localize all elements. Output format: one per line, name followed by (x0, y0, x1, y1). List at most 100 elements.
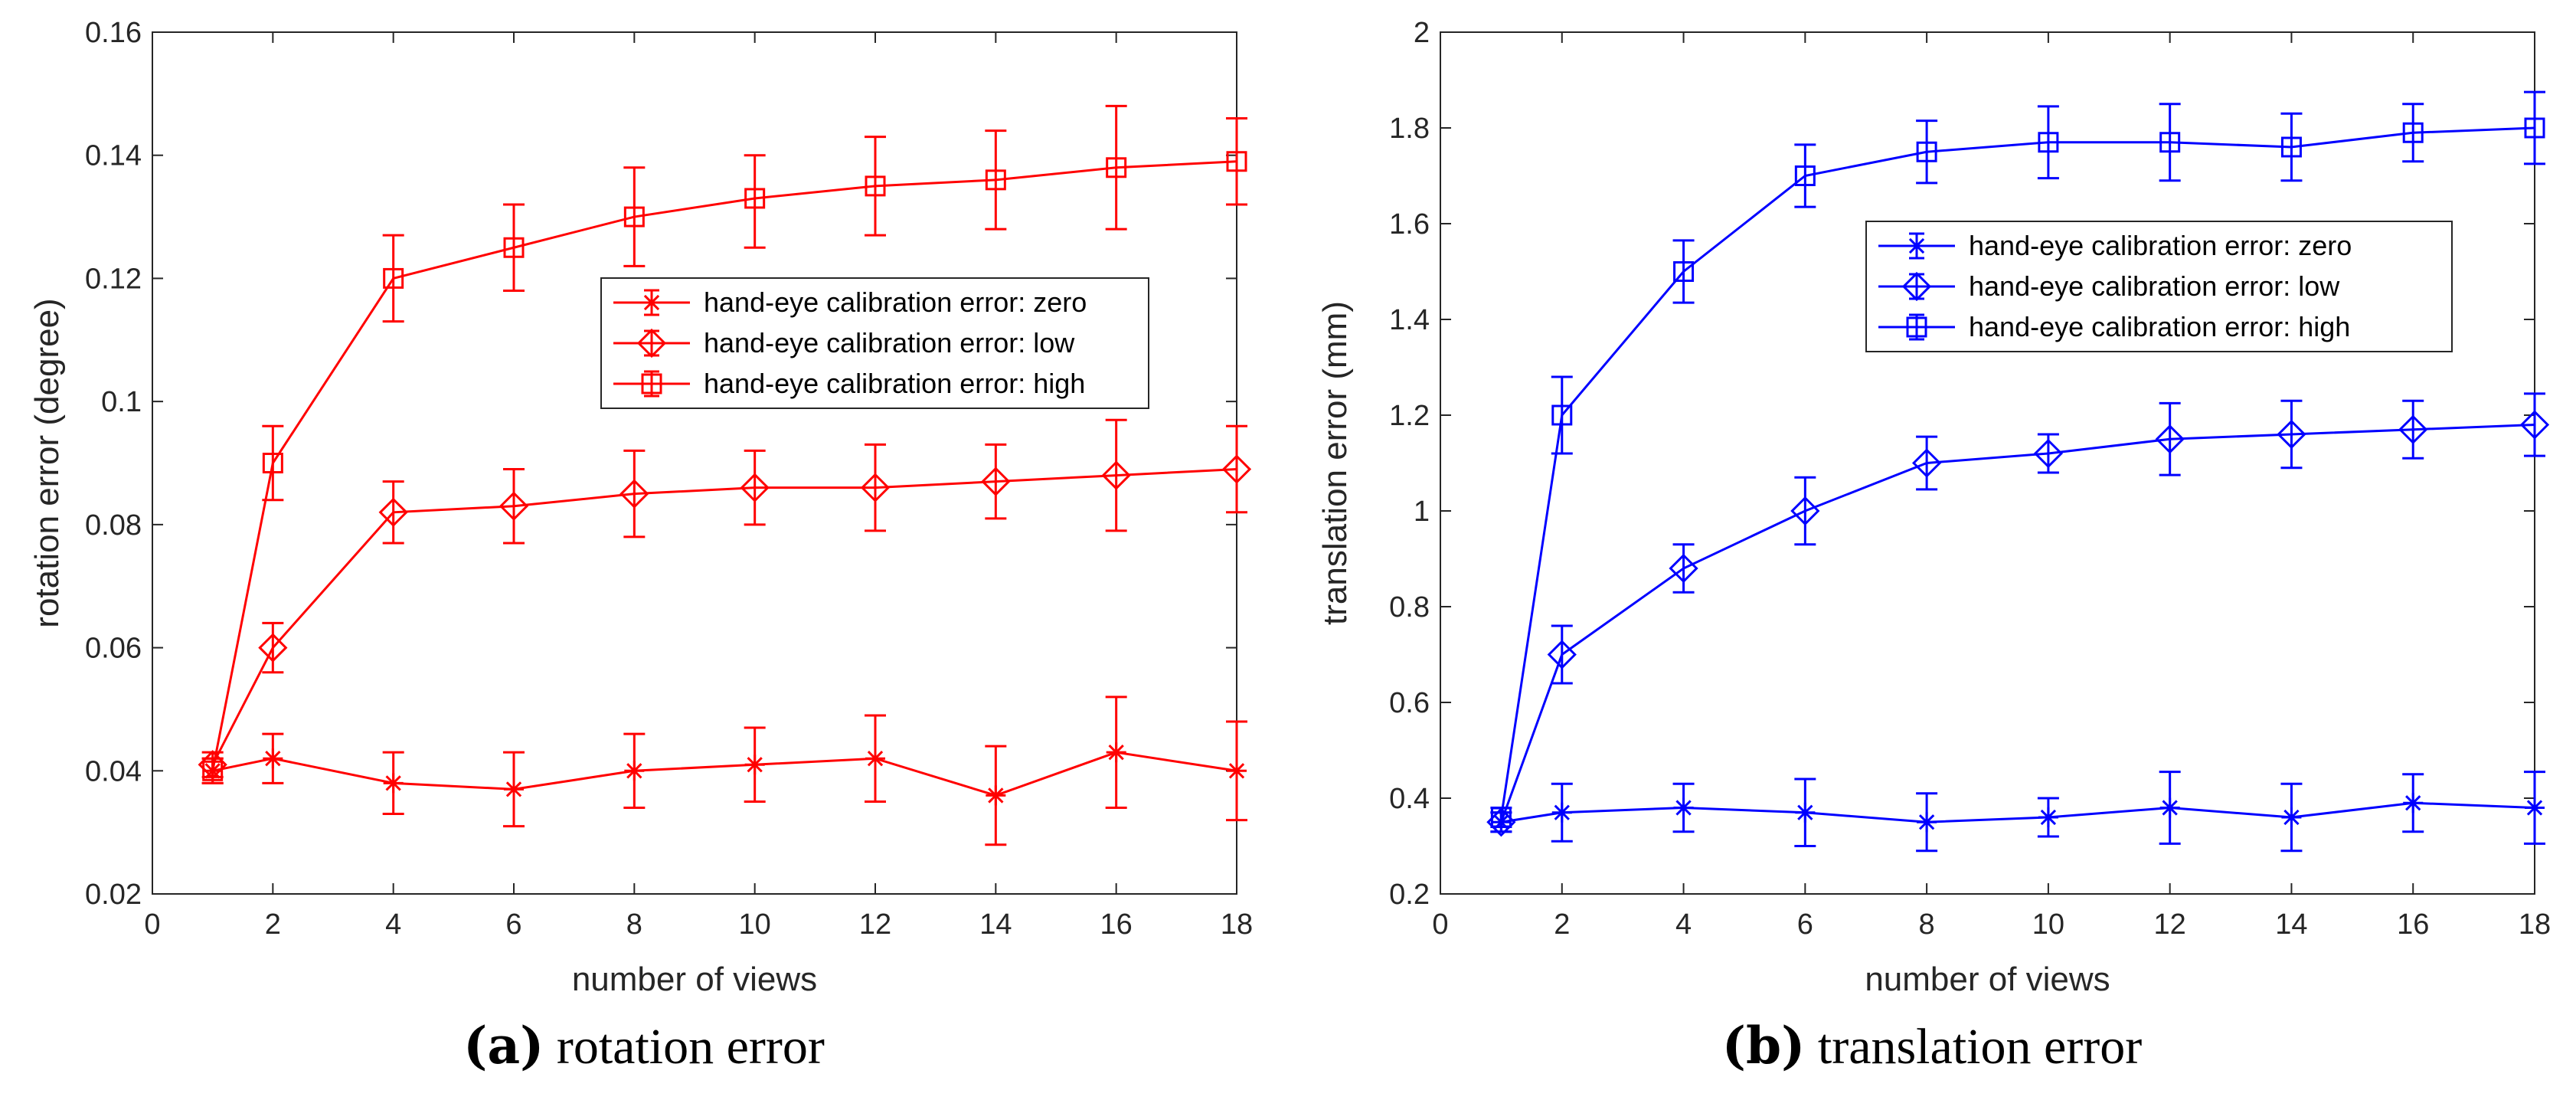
data-point-diamond (740, 473, 770, 502)
x-tick-label: 6 (1797, 908, 1813, 941)
data-point-asterisk-stroke (265, 751, 281, 767)
x-tick-label: 2 (265, 908, 281, 941)
error-bar (2280, 399, 2303, 470)
data-point-asterisk (1795, 802, 1816, 823)
data-point-diamond (981, 466, 1011, 496)
data-point-asterisk (1917, 812, 1937, 833)
series-line (1499, 424, 2535, 823)
error-bar (623, 166, 646, 267)
caption-title: translation error (1818, 1019, 2142, 1075)
data-point-asterisk (624, 761, 645, 781)
error-bar (1916, 119, 1938, 185)
data-point-diamond (2398, 414, 2428, 444)
data-point-asterisk-stroke (988, 787, 1004, 804)
error-bar (2402, 399, 2424, 460)
y-tick-label: 1.4 (1389, 304, 1430, 336)
error-bar (1105, 104, 1127, 231)
y-tick-label: 1.2 (1389, 400, 1430, 432)
series-diamond (1486, 392, 2550, 837)
error-bar (2524, 392, 2545, 457)
series-line (211, 468, 1237, 765)
data-point-asterisk-stroke (2405, 795, 2421, 811)
error-bar (2159, 103, 2181, 182)
y-tick-label: 0.6 (1389, 687, 1430, 719)
y-tick-label: 1 (1414, 496, 1430, 528)
legend-entry: hand-eye calibration error: low (1969, 270, 2340, 302)
error-bar (1916, 435, 1938, 491)
error-bar (503, 468, 525, 545)
y-tick-label: 0.06 (85, 633, 142, 665)
error-bar (1226, 424, 1247, 514)
data-point-square (2038, 132, 2059, 153)
data-point-asterisk (865, 748, 885, 769)
legend-marker-asterisk-stroke (1908, 237, 1925, 254)
y-tick-label: 0.12 (85, 263, 142, 295)
data-point-diamond (258, 633, 288, 663)
data-point-square (1226, 151, 1247, 172)
error-bar (1551, 375, 1573, 455)
data-point-asterisk-stroke (1675, 800, 1692, 816)
series-line (1501, 801, 2535, 823)
data-point-asterisk-stroke (1554, 804, 1570, 820)
legend: hand-eye calibration error: zero hand-eye… (600, 277, 1149, 409)
x-axis-label: number of views (1865, 961, 2110, 998)
x-tick-label: 16 (1100, 908, 1133, 941)
data-point-asterisk (744, 755, 765, 775)
caption-title: rotation error (557, 1019, 825, 1075)
x-tick-label: 12 (2154, 908, 2186, 941)
data-point-square (865, 175, 886, 197)
y-tick-label: 0.1 (101, 386, 142, 418)
data-point-square (2159, 132, 2181, 153)
legend-box (600, 277, 1149, 409)
data-point-asterisk-stroke (747, 757, 763, 773)
series-line (212, 751, 1237, 797)
data-point-diamond (1669, 553, 1698, 584)
series-square (1490, 90, 2545, 828)
legend-marker-asterisk-stroke (643, 294, 660, 311)
data-point-diamond (1790, 496, 1820, 526)
data-point-diamond (860, 473, 891, 502)
data-point-asterisk-stroke (2283, 809, 2300, 826)
y-tick-label: 2 (1414, 17, 1430, 49)
x-tick-label: 2 (1554, 908, 1570, 941)
data-point-diamond (1911, 448, 1942, 478)
y-axis-label: rotation error (degree) (28, 298, 66, 627)
data-point-square (1916, 141, 1937, 162)
panel-rotation-error: 0 2 4 6 8 10 12 14 16 18 0.02 0.04 0.06 0.08 0.1 0.12 0.… (28, 17, 1253, 1075)
data-point-square (2524, 117, 2545, 139)
figure-caption: (b) translation error (1722, 1016, 2142, 1075)
data-point-asterisk-stroke (1918, 814, 1935, 830)
data-point-diamond (1547, 640, 1577, 669)
x-tick-label: 8 (626, 908, 642, 941)
error-bar (2402, 103, 2424, 163)
y-tick-label: 0.02 (85, 879, 142, 911)
y-tick-label: 0.14 (85, 140, 142, 172)
data-point-asterisk-stroke (2162, 800, 2178, 816)
x-axis-label: number of views (572, 961, 817, 998)
caption-space (544, 1019, 557, 1075)
error-bar (865, 443, 886, 532)
legend-entry: hand-eye calibration error: low (704, 327, 1075, 358)
x-tick-label: 14 (979, 908, 1012, 941)
error-bar (262, 424, 284, 502)
plot-area (1440, 31, 2535, 895)
legend-marker-diamond (1901, 271, 1932, 302)
legend-box (1865, 221, 2453, 352)
data-point-asterisk-stroke (2526, 800, 2543, 816)
legend-marker-square (641, 373, 662, 394)
x-tick-label: 8 (1919, 908, 1935, 941)
data-point-square (503, 237, 525, 258)
data-point-asterisk-stroke (1108, 745, 1124, 761)
data-point-square (262, 453, 283, 473)
error-bar (1226, 117, 1247, 206)
y-axis-label: translation error (mm) (1316, 301, 1354, 625)
error-bar (503, 203, 525, 292)
legend-marker-diamond (636, 328, 667, 358)
x-tick-label: 12 (859, 908, 891, 941)
data-point-asterisk-stroke (1797, 804, 1813, 820)
x-tick-label: 4 (385, 908, 401, 941)
data-point-asterisk (1106, 742, 1126, 763)
data-point-diamond (2155, 424, 2185, 454)
error-bar (865, 136, 886, 237)
data-point-asterisk (504, 779, 524, 800)
